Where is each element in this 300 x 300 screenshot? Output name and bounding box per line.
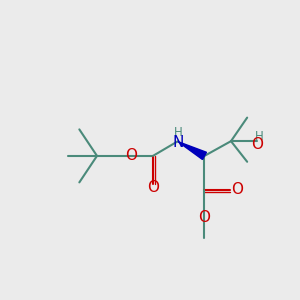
Text: O: O (251, 136, 263, 152)
Text: H: H (255, 130, 263, 143)
Polygon shape (178, 142, 206, 160)
Text: O: O (147, 180, 159, 195)
Text: H: H (174, 126, 182, 139)
Text: O: O (199, 210, 211, 225)
Text: O: O (231, 182, 243, 197)
Text: N: N (172, 135, 184, 150)
Text: O: O (125, 148, 137, 164)
